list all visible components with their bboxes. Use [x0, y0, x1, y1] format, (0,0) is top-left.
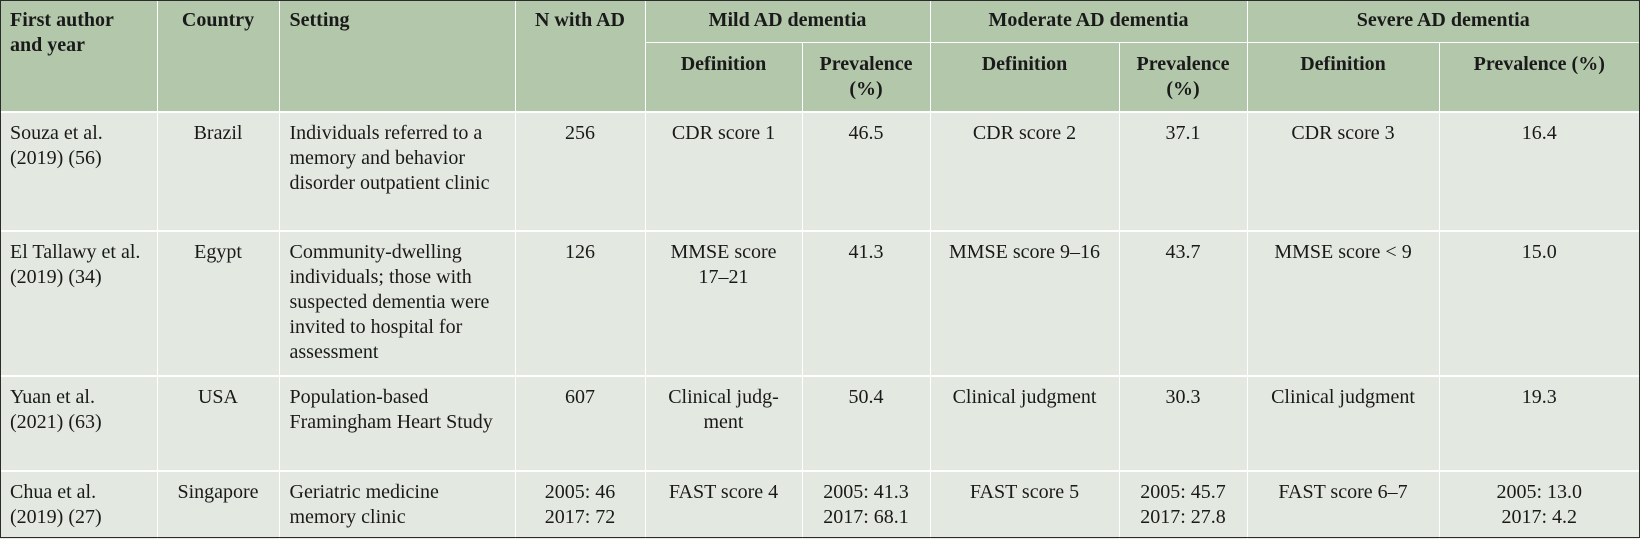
header-moderate: Moderate AD dementia — [930, 0, 1248, 43]
header-country: Country — [157, 0, 280, 113]
table-row: Yuan et al. (2021) (63) USA Population-b… — [0, 375, 1640, 471]
moderate-prevalence-2017: 2017: 27.8 — [1140, 506, 1226, 528]
severe-prevalence-2005: 2005: 13.0 — [1496, 481, 1583, 503]
cell-moderate-prevalence: 37.1 — [1119, 111, 1248, 231]
cell-mild-prevalence: 46.5 — [802, 111, 931, 231]
table-row: Chua et al. (2019) (27) Singapore Geriat… — [0, 470, 1640, 539]
n-2017: 2017: 72 — [544, 506, 616, 528]
cell-moderate-definition: CDR score 2 — [930, 111, 1120, 231]
header-mild-prevalence: Prevalence (%) — [802, 42, 931, 113]
cell-author: El Tallawy et al. (2019) (34) — [0, 230, 158, 376]
header-setting: Setting — [279, 0, 516, 113]
cell-mild-prevalence: 50.4 — [802, 375, 931, 471]
cell-n: 126 — [515, 230, 646, 376]
cell-moderate-prevalence: 30.3 — [1119, 375, 1248, 471]
cell-severe-definition: CDR score 3 — [1247, 111, 1440, 231]
cell-moderate-definition: Clinical judgment — [930, 375, 1120, 471]
cell-mild-definition: FAST score 4 — [645, 470, 803, 539]
cell-severe-prevalence: 2005: 13.0 2017: 4.2 — [1439, 470, 1640, 539]
cell-severe-definition: Clinical judgment — [1247, 375, 1440, 471]
cell-country: Egypt — [157, 230, 280, 376]
header-severe-prevalence: Prevalence (%) — [1439, 42, 1640, 113]
cell-mild-definition: CDR score 1 — [645, 111, 803, 231]
header-n-with-ad: N with AD — [515, 0, 646, 113]
cell-moderate-prevalence: 43.7 — [1119, 230, 1248, 376]
cell-severe-definition: MMSE score < 9 — [1247, 230, 1440, 376]
cell-country: Brazil — [157, 111, 280, 231]
cell-mild-prevalence: 41.3 — [802, 230, 931, 376]
cell-setting: Geriatric medicine memory clinic — [279, 470, 516, 539]
cell-mild-definition: MMSE score 17–21 — [645, 230, 803, 376]
cell-moderate-definition: MMSE score 9–16 — [930, 230, 1120, 376]
cell-severe-prevalence: 16.4 — [1439, 111, 1640, 231]
cell-moderate-definition: FAST score 5 — [930, 470, 1120, 539]
cell-severe-prevalence: 19.3 — [1439, 375, 1640, 471]
cell-author: Chua et al. (2019) (27) — [0, 470, 158, 539]
mild-prevalence-2005: 2005: 41.3 — [823, 481, 909, 503]
header-mild-definition: Definition — [645, 42, 803, 113]
header-moderate-definition: Definition — [930, 42, 1120, 113]
cell-mild-definition: Clinical judg-ment — [645, 375, 803, 471]
header-mild: Mild AD dementia — [645, 0, 931, 43]
cell-country: USA — [157, 375, 280, 471]
n-2005: 2005: 46 — [544, 481, 616, 503]
table-row: Souza et al. (2019) (56) Brazil Individu… — [0, 111, 1640, 231]
table-row: El Tallawy et al. (2019) (34) Egypt Comm… — [0, 230, 1640, 376]
cell-mild-prevalence: 2005: 41.3 2017: 68.1 — [802, 470, 931, 539]
cell-moderate-prevalence: 2005: 45.7 2017: 27.8 — [1119, 470, 1248, 539]
cell-setting: Individuals referred to a memory and beh… — [279, 111, 516, 231]
moderate-prevalence-2005: 2005: 45.7 — [1140, 481, 1226, 503]
cell-n: 256 — [515, 111, 646, 231]
severe-prevalence-2017: 2017: 4.2 — [1501, 506, 1578, 528]
cell-author: Yuan et al. (2021) (63) — [0, 375, 158, 471]
cell-author: Souza et al. (2019) (56) — [0, 111, 158, 231]
header-severe-definition: Definition — [1247, 42, 1440, 113]
cell-n: 2005: 46 2017: 72 — [515, 470, 646, 539]
cell-setting: Population-based Framingham Heart Study — [279, 375, 516, 471]
header-moderate-prevalence: Prevalence (%) — [1119, 42, 1248, 113]
cell-n: 607 — [515, 375, 646, 471]
header-author: First author and year — [0, 0, 158, 113]
cell-severe-definition: FAST score 6–7 — [1247, 470, 1440, 539]
cell-setting: Community-dwelling individuals; those wi… — [279, 230, 516, 376]
mild-prevalence-2017: 2017: 68.1 — [823, 506, 909, 528]
cell-country: Singapore — [157, 470, 280, 539]
cell-severe-prevalence: 15.0 — [1439, 230, 1640, 376]
header-severe: Severe AD dementia — [1247, 0, 1640, 43]
